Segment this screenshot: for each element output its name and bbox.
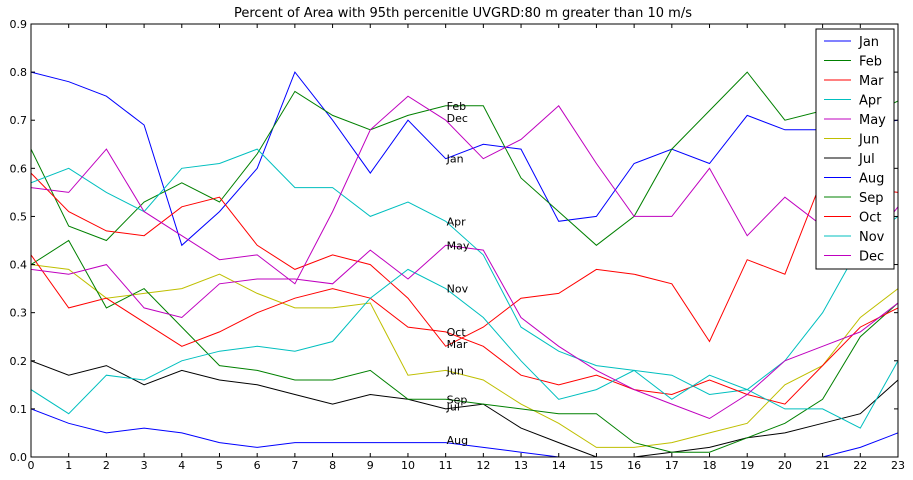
y-tick-label: 0.0 (10, 451, 28, 464)
y-tick-label: 0.5 (10, 210, 28, 223)
legend-label-may: May (859, 113, 886, 128)
annotation-feb: Feb (447, 100, 466, 113)
x-tick-label: 20 (778, 459, 792, 472)
series-line-nov (31, 268, 898, 429)
legend-label-feb: Feb (859, 55, 882, 70)
y-tick-label: 0.1 (10, 403, 28, 416)
legend-label-aug: Aug (859, 172, 884, 187)
series-line-jul (31, 360, 898, 457)
series-line-feb (31, 71, 898, 246)
annotation-jan: Jan (446, 153, 464, 166)
chart-title: Percent of Area with 95th percenitle UVG… (234, 6, 692, 21)
series-line-apr (31, 148, 898, 396)
series-line-may (31, 95, 898, 285)
series-line-jun (31, 264, 898, 448)
legend-label-apr: Apr (859, 94, 882, 109)
series-lines (31, 71, 898, 457)
x-tick-label: 0 (28, 459, 35, 472)
annotation-dec: Dec (447, 112, 468, 125)
legend-label-dec: Dec (859, 250, 884, 265)
y-tick-label: 0.7 (10, 114, 28, 127)
y-tick-label: 0.9 (10, 18, 28, 31)
x-tick-label: 15 (589, 459, 603, 472)
legend-label-nov: Nov (859, 230, 885, 245)
x-tick-label: 4 (178, 459, 185, 472)
legend-label-mar: Mar (859, 74, 884, 89)
x-tick-label: 3 (141, 459, 148, 472)
x-tick-label: 1 (65, 459, 72, 472)
series-line-dec (31, 244, 898, 420)
plot-frame (30, 23, 899, 458)
y-tick-label: 0.6 (10, 162, 28, 175)
y-tick-label: 0.2 (10, 355, 28, 368)
series-line-sep (31, 239, 898, 453)
x-tick-label: 16 (627, 459, 641, 472)
annotation-aug: Aug (447, 434, 468, 447)
legend-label-jan: Jan (858, 35, 879, 50)
x-tick-label: 6 (254, 459, 261, 472)
annotation-nov: Nov (447, 283, 469, 296)
annotation-oct: Oct (447, 326, 467, 339)
x-tick-label: 5 (216, 459, 223, 472)
series-line-mar (31, 172, 898, 347)
x-tick-label: 21 (816, 459, 830, 472)
axis-ticks: 0 1 2 3 4 5 6 7 8 9 10 11 12 13 14 15 16 17 18 19 20 21 22 230.… (10, 18, 906, 472)
x-tick-label: 18 (703, 459, 717, 472)
annotation-sep: Sep (447, 393, 468, 406)
x-tick-label: 7 (291, 459, 298, 472)
y-tick-label: 0.3 (10, 307, 28, 320)
legend-label-jul: Jul (858, 152, 875, 167)
x-tick-label: 10 (401, 459, 415, 472)
x-tick-label: 8 (329, 459, 336, 472)
x-tick-label: 12 (476, 459, 490, 472)
annotation-mar: Mar (447, 338, 468, 351)
x-tick-label: 9 (367, 459, 374, 472)
legend-label-jun: Jun (858, 133, 879, 148)
annotation-jun: Jun (446, 364, 464, 377)
x-tick-label: 19 (740, 459, 754, 472)
y-tick-label: 0.4 (10, 259, 28, 272)
legend-label-sep: Sep (859, 191, 884, 206)
annotation-may: May (447, 239, 470, 252)
x-tick-label: 2 (103, 459, 110, 472)
x-tick-label: 13 (514, 459, 528, 472)
legend-box (815, 28, 895, 270)
x-tick-label: 11 (439, 459, 453, 472)
legend: Jan Feb Mar Apr May Jun Jul Aug Sep Oct Nov Dec (815, 28, 895, 270)
x-tick-label: 23 (891, 459, 905, 472)
x-tick-label: 22 (853, 459, 867, 472)
x-tick-label: 14 (552, 459, 566, 472)
series-line-jan (31, 71, 898, 247)
x-tick-label: 17 (665, 459, 679, 472)
series-line-oct (31, 254, 898, 405)
annotation-apr: Apr (447, 215, 467, 228)
y-tick-label: 0.8 (10, 66, 28, 79)
legend-label-oct: Oct (859, 211, 881, 226)
annotation-jul: Jul (446, 400, 460, 413)
series-line-aug (31, 408, 898, 457)
